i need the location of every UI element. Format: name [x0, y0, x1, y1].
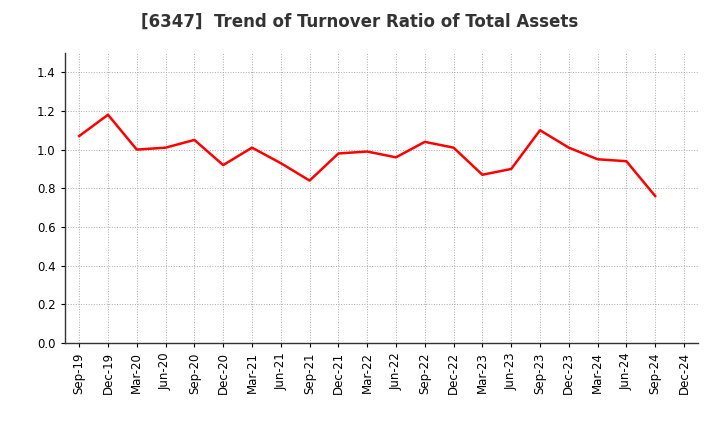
Text: [6347]  Trend of Turnover Ratio of Total Assets: [6347] Trend of Turnover Ratio of Total … — [141, 13, 579, 31]
